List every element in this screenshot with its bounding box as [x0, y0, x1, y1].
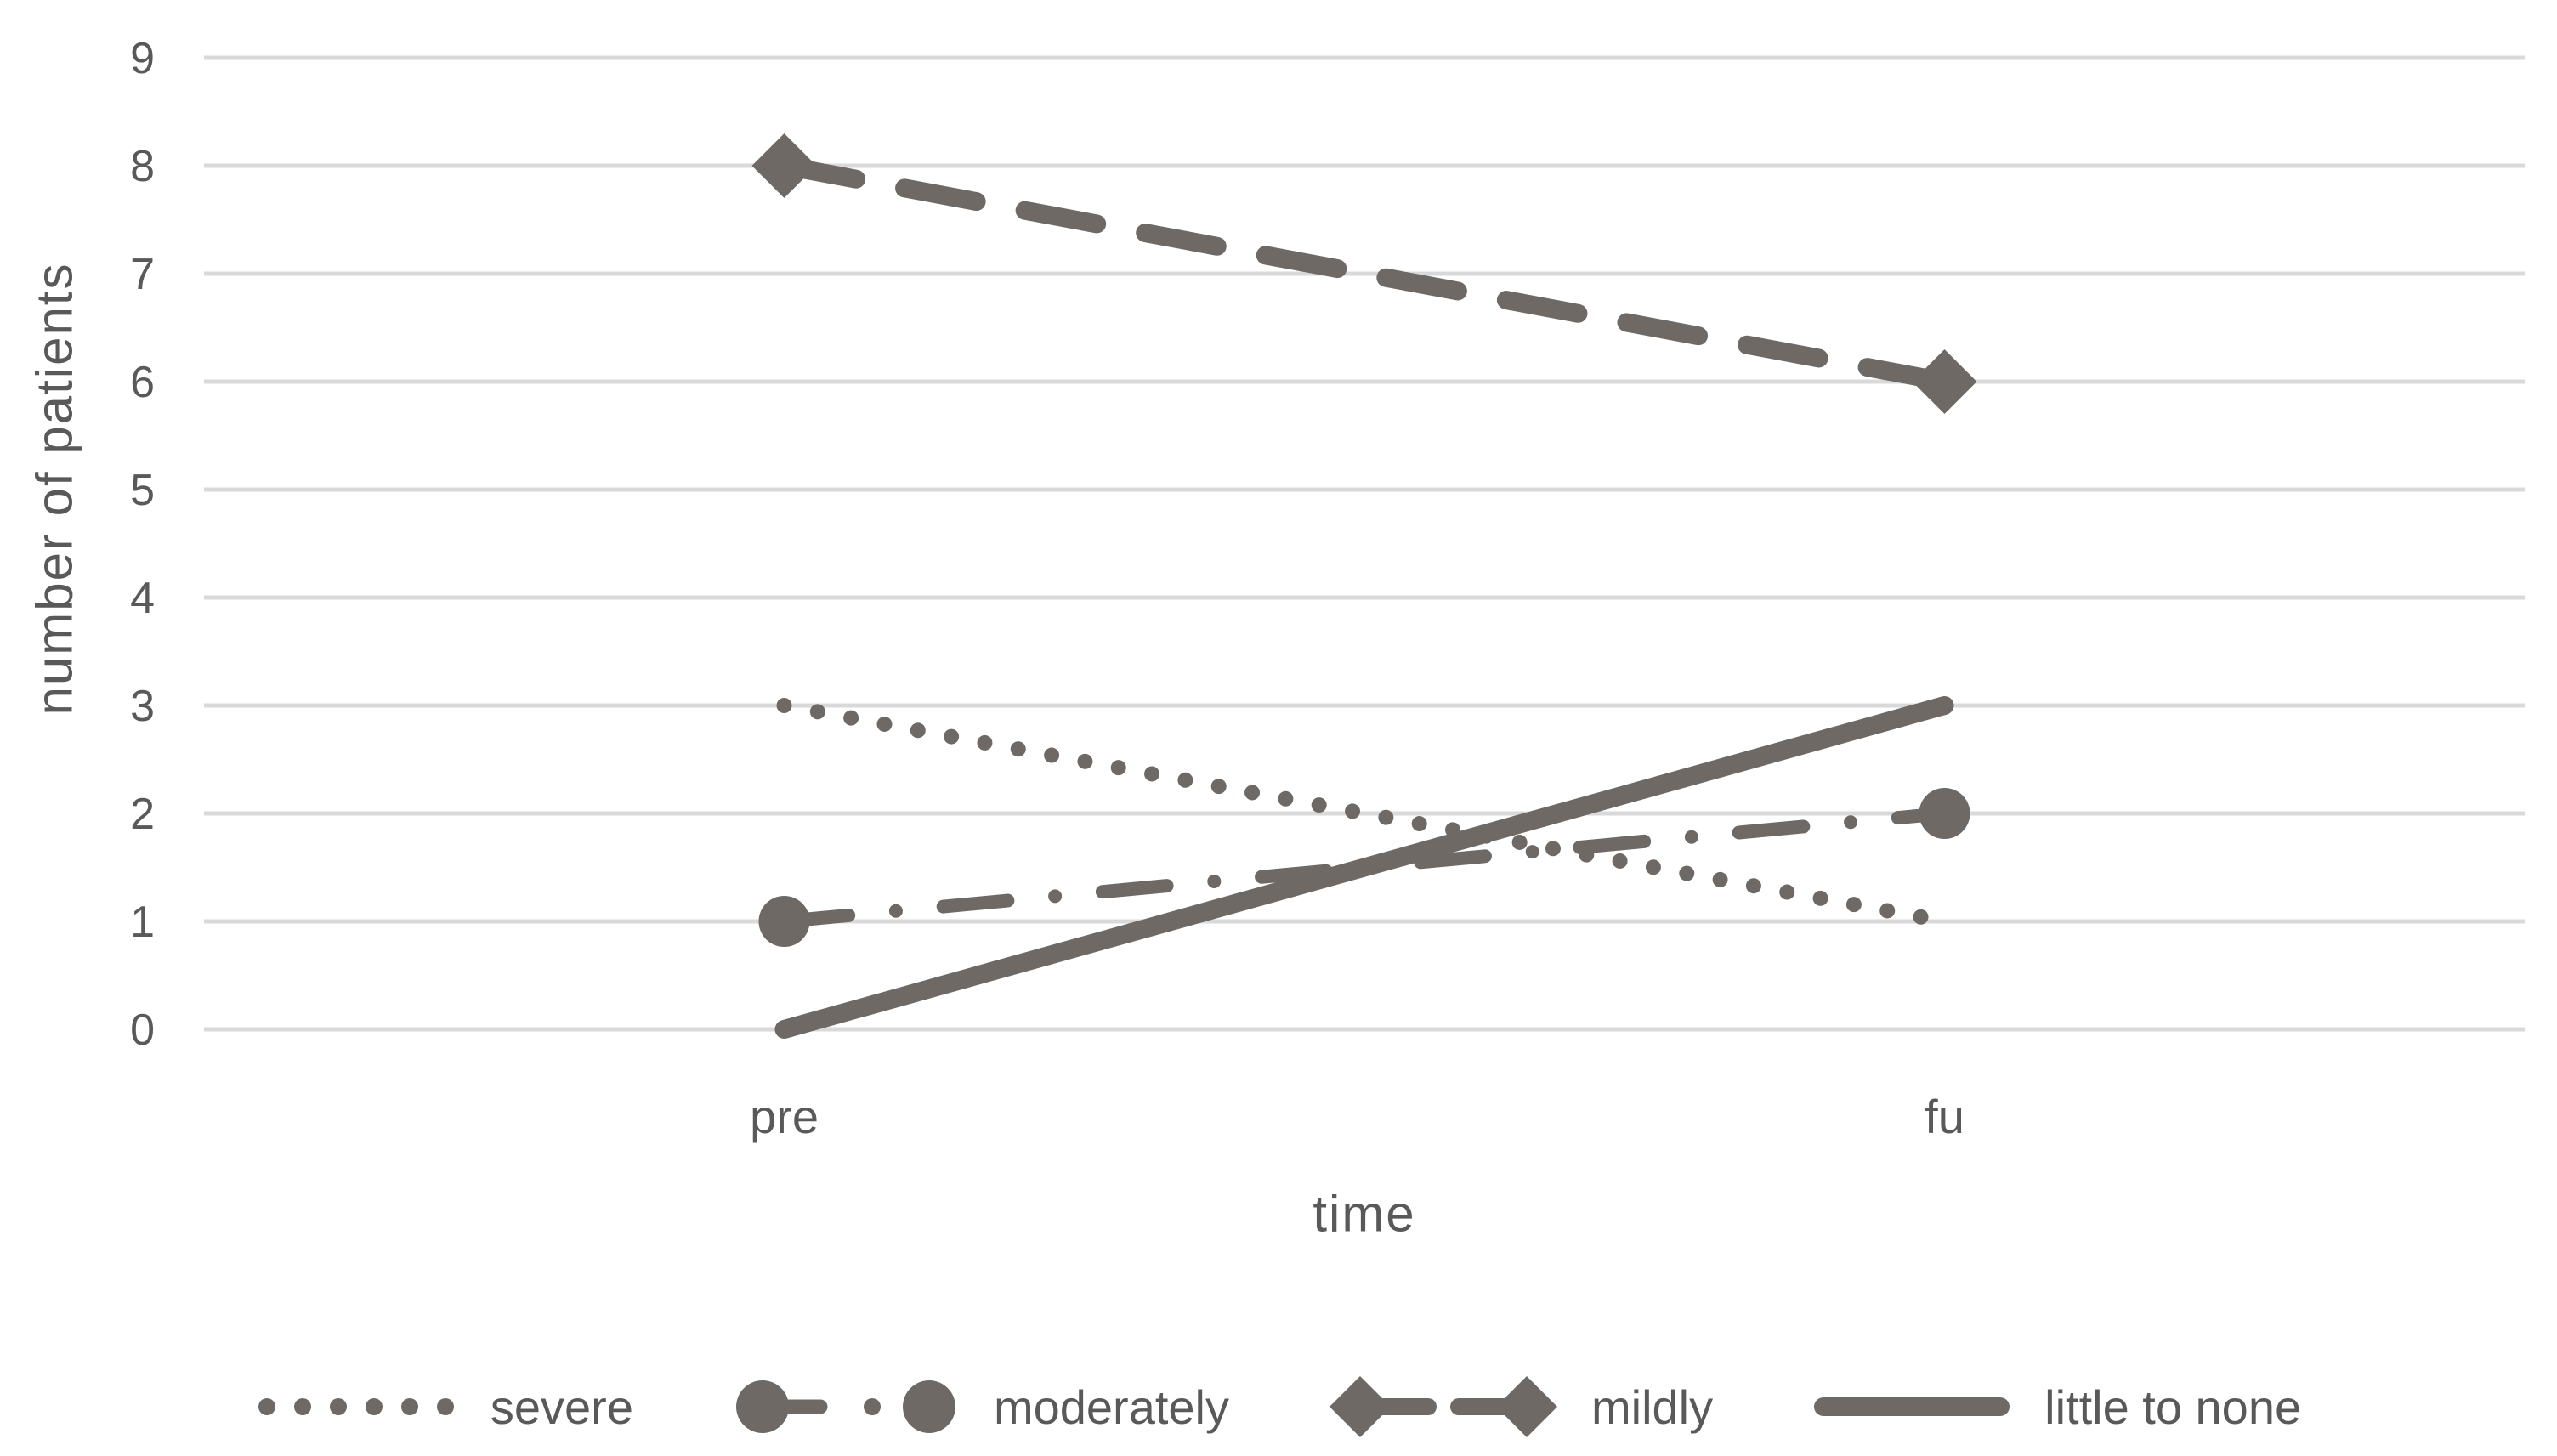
x-tick-label: pre	[750, 1090, 819, 1143]
x-tick-label: fu	[1925, 1090, 1965, 1143]
legend-label-little-to-none: little to none	[2044, 1380, 2302, 1434]
series-little-to-none	[774, 696, 1954, 1039]
y-tick-label: 8	[130, 142, 155, 191]
circle-marker	[1919, 788, 1970, 839]
y-tick-label: 0	[130, 1006, 155, 1055]
x-tick-labels: pre fu	[750, 1090, 1965, 1143]
y-tick-label: 5	[130, 466, 155, 515]
y-tick-label: 9	[130, 34, 155, 83]
y-tick-labels: 0 1 2 3 4 5 6 7 8 9	[130, 34, 155, 1055]
legend-label-severe: severe	[490, 1380, 633, 1434]
legend-item-little-to-none: little to none	[1813, 1373, 2301, 1441]
legend-label-mildly: mildly	[1591, 1380, 1714, 1434]
series-line	[774, 156, 1954, 391]
dotted-line-swatch-icon	[258, 1398, 455, 1415]
dashed-line-swatch-icon	[1330, 1376, 1557, 1437]
series-mildly	[751, 133, 1977, 414]
legend-label-moderately: moderately	[993, 1380, 1229, 1434]
y-tick-label: 3	[130, 682, 155, 731]
gridlines	[204, 55, 2525, 1032]
y-tick-label: 6	[130, 358, 155, 407]
series-line	[774, 696, 1954, 1039]
solid-line-swatch-icon	[1814, 1397, 2010, 1416]
y-tick-label: 2	[130, 790, 155, 839]
legend-item-severe: severe	[256, 1373, 633, 1441]
diamond-marker	[1912, 349, 1977, 414]
y-tick-label: 4	[130, 574, 155, 623]
y-tick-label: 1	[130, 898, 155, 947]
legend-item-mildly: mildly	[1330, 1368, 1713, 1445]
series-line	[776, 698, 1953, 929]
series-line	[777, 807, 1952, 928]
diamond-marker	[751, 133, 817, 198]
series-severe	[776, 698, 1953, 929]
legend: severe moderately mildly l	[0, 1353, 2557, 1456]
legend-item-moderately: moderately	[734, 1368, 1229, 1445]
circle-marker	[758, 896, 810, 947]
dash-dot-line-swatch-icon	[735, 1380, 955, 1433]
y-tick-label: 7	[130, 250, 155, 299]
y-axis-title: number of patients	[26, 262, 83, 716]
series-moderately	[758, 788, 1970, 947]
x-axis-title: time	[1313, 1185, 1416, 1243]
